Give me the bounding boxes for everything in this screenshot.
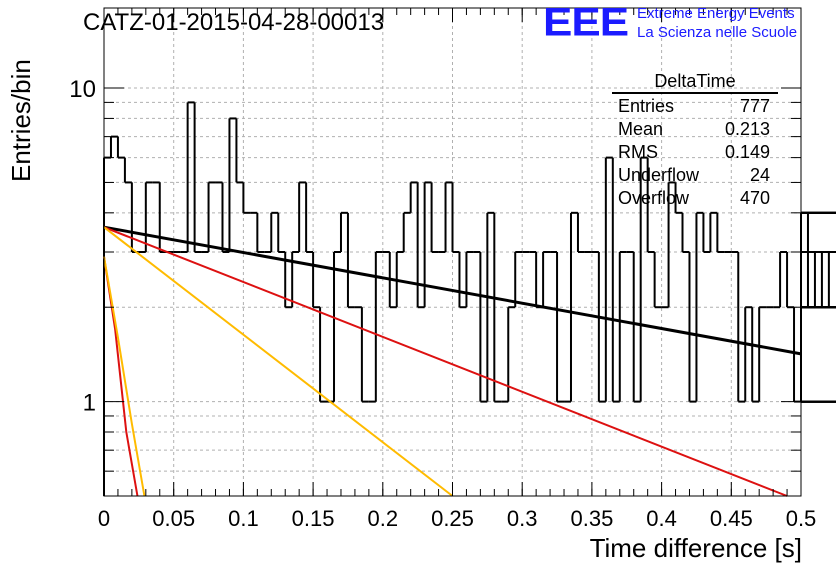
x-tick-labels: 0 0.05 0.1 0.15 0.2 0.25 0.3 0.35 0.4 0.45 0.5 xyxy=(98,506,816,531)
fit-line xyxy=(103,226,454,497)
stats-row-overflow: Overflow 470 xyxy=(612,187,778,210)
axis-ticks xyxy=(103,8,802,497)
stats-row-underflow: Underflow 24 xyxy=(612,164,778,187)
x-axis-label: Time difference [s] xyxy=(589,533,802,563)
y-tick-labels: 1 10 xyxy=(69,76,96,417)
logo-line-1: Extreme Energy Events xyxy=(637,5,795,22)
x-tick-label: 0.3 xyxy=(507,506,538,531)
stats-value: 24 xyxy=(749,165,770,185)
x-tick-label: 0.05 xyxy=(152,506,195,531)
fit-curves xyxy=(103,225,802,497)
x-tick-label: 0.2 xyxy=(368,506,399,531)
stats-label: RMS xyxy=(618,142,658,162)
stats-label: Underflow xyxy=(618,165,700,185)
stats-title: DeltaTime xyxy=(612,70,778,94)
fit-line xyxy=(103,256,139,497)
x-tick-label: 0.15 xyxy=(292,506,335,531)
chart-title: CATZ-01-2015-04-28-00013 xyxy=(83,9,385,36)
stats-row-mean: Mean 0.213 xyxy=(612,118,778,141)
x-tick-label: 0.35 xyxy=(570,506,613,531)
x-tick-label: 0.5 xyxy=(786,506,817,531)
stats-label: Mean xyxy=(618,119,664,139)
x-tick-label: 0.25 xyxy=(431,506,474,531)
stats-label: Entries xyxy=(618,96,675,116)
x-tick-label: 0.1 xyxy=(228,506,259,531)
fit-line xyxy=(103,256,146,497)
logo-line-2: La Scienza nelle Scuole xyxy=(637,24,798,41)
y-tick-label: 1 xyxy=(83,390,96,417)
x-tick-label: 0.45 xyxy=(710,506,753,531)
stats-value: 470 xyxy=(739,188,770,208)
stats-value: 0.149 xyxy=(724,142,770,162)
y-tick-label: 10 xyxy=(69,76,96,103)
stats-row-entries: Entries 777 xyxy=(612,95,778,118)
stats-box: DeltaTime Entries 777 Mean 0.213 RMS 0.149 … xyxy=(612,70,778,210)
stats-value: 777 xyxy=(739,96,770,116)
x-tick-label: 0.4 xyxy=(646,506,677,531)
stats-value: 0.213 xyxy=(724,119,770,139)
stats-label: Overflow xyxy=(618,188,690,208)
y-axis-label: Entries/bin xyxy=(6,59,36,182)
stats-row-rms: RMS 0.149 xyxy=(612,141,778,164)
fit-line xyxy=(103,225,802,356)
fit-line xyxy=(103,226,788,497)
x-tick-label: 0 xyxy=(98,506,110,531)
eee-logo: EEE xyxy=(543,0,629,45)
